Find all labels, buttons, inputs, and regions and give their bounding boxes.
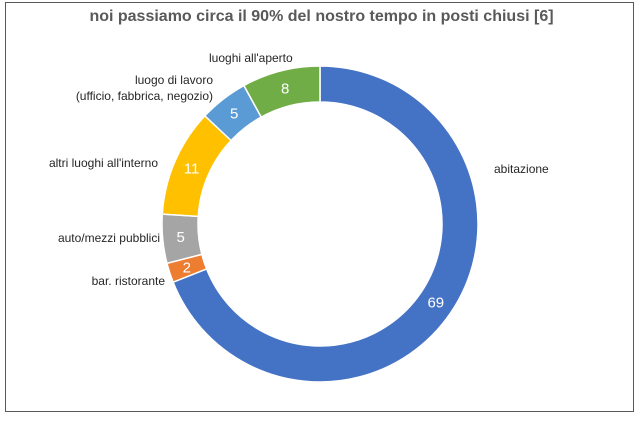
slice-category-label: luogo di lavoro (ufficio, fabbrica, negoz… <box>76 73 214 103</box>
slice-category-label: bar. ristorante <box>92 274 166 288</box>
slice-value-label: 8 <box>281 80 289 97</box>
slice-value-label: 2 <box>183 259 191 276</box>
slice-category-label: luoghi all'aperto <box>209 51 293 65</box>
chart-title: noi passiamo circa il 90% del nostro tem… <box>89 8 554 25</box>
slice-value-label: 5 <box>176 229 184 246</box>
slice-category-label: auto/mezzi pubblici <box>58 231 160 245</box>
slice-category-label: abitazione <box>494 162 549 176</box>
slice-category-label: altri luoghi all'interno <box>49 156 158 170</box>
slice-value-label: 69 <box>427 295 444 312</box>
slice-value-label: 5 <box>230 105 238 122</box>
slice-value-label: 11 <box>184 160 200 177</box>
donut-slice <box>242 65 321 119</box>
donut-slice <box>172 65 479 383</box>
